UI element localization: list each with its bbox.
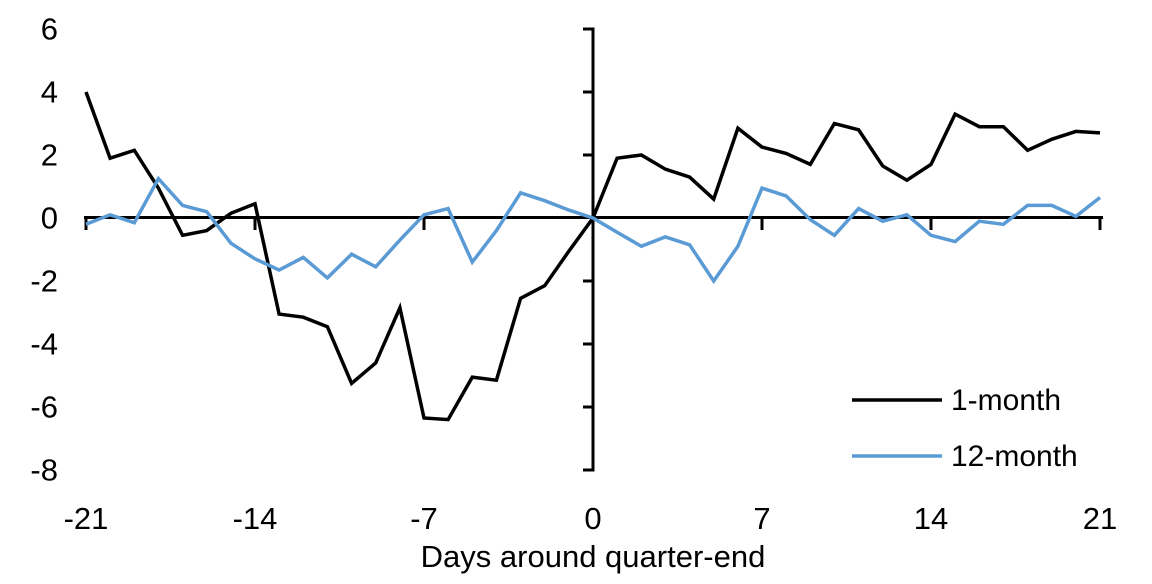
x-axis-ticks: -21 -14 -7 0 7 14 21 [64, 216, 1117, 536]
x-tick-label: -14 [233, 501, 278, 536]
x-tick-label: -7 [410, 501, 438, 536]
y-tick-label: 0 [41, 201, 58, 236]
y-tick-label: -4 [30, 327, 58, 362]
y-tick-label: 6 [41, 12, 58, 47]
x-tick-label: -21 [64, 501, 109, 536]
series-line-12-month [85, 175, 1102, 285]
y-tick-label: -2 [30, 264, 58, 299]
y-tick-label: -6 [30, 390, 58, 425]
x-tick-label: 14 [914, 501, 948, 536]
legend: 1-month 12-month [852, 384, 1078, 473]
y-tick-label: 2 [41, 138, 58, 173]
x-tick-label: 21 [1083, 501, 1117, 536]
x-axis-title: Days around quarter-end [421, 539, 766, 574]
legend-label-1-month: 1-month [951, 384, 1061, 417]
x-tick-label: 7 [753, 501, 770, 536]
y-tick-label: -8 [30, 453, 58, 488]
y-tick-label: 4 [41, 75, 58, 110]
legend-label-12-month: 12-month [951, 440, 1078, 473]
y-axis-ticks: 6 4 2 0 -2 -4 -6 -8 [30, 12, 595, 488]
x-tick-label: 0 [584, 501, 601, 536]
